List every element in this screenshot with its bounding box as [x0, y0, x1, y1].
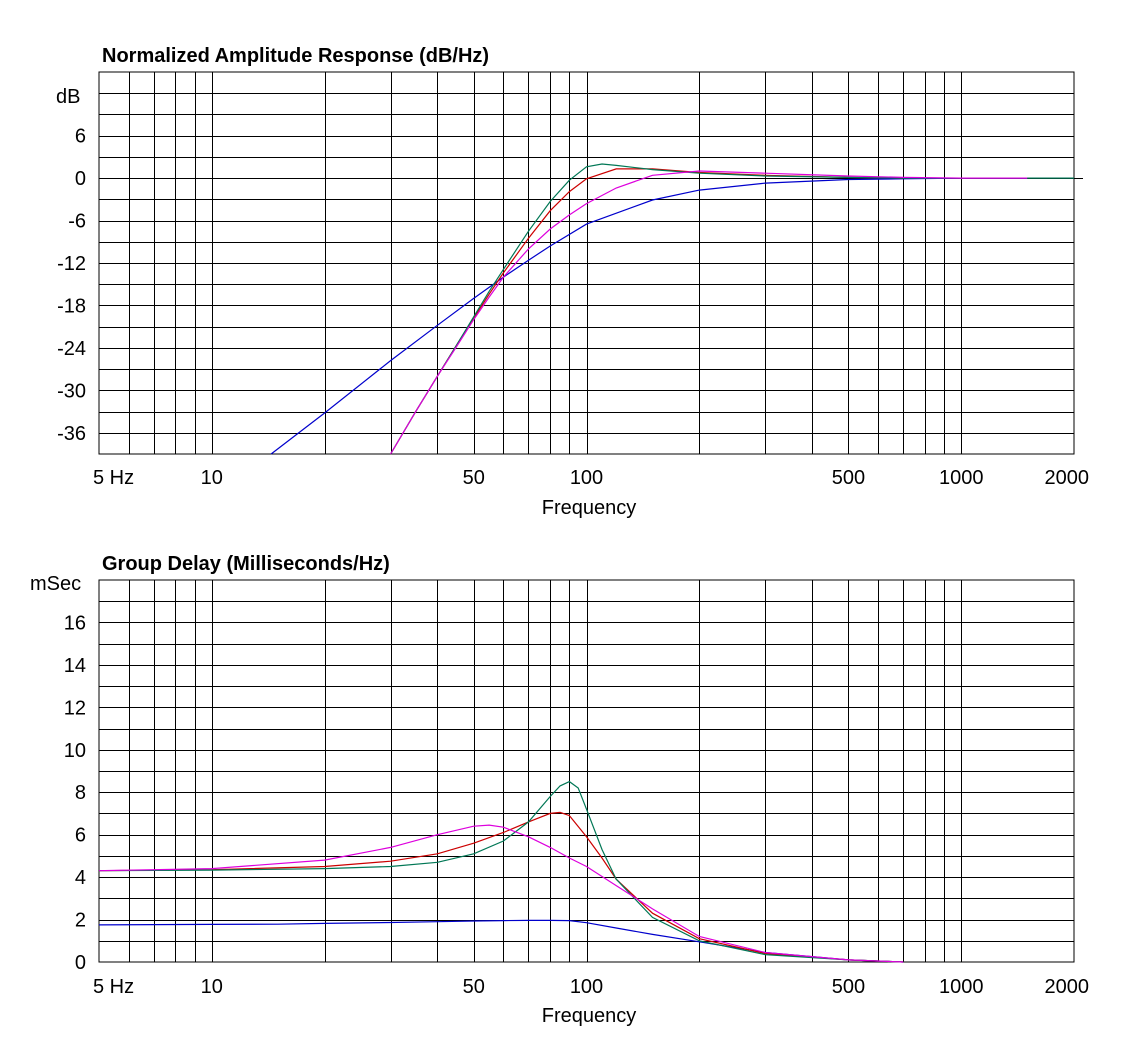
- y-tick-label: 10: [64, 740, 86, 762]
- y-tick-label: -12: [57, 253, 86, 275]
- amplitude-series: [270, 163, 1074, 455]
- series-line-green: [99, 780, 904, 963]
- x-tick-label: 500: [832, 467, 865, 489]
- amplitude-chart-title: Normalized Amplitude Response (dB/Hz): [102, 45, 489, 67]
- x-tick-label: 50: [463, 976, 485, 998]
- amplitude-chart: Normalized Amplitude Response (dB/Hz) dB…: [56, 45, 1089, 519]
- y-tick-label: 14: [64, 655, 86, 677]
- x-tick-label: 10: [201, 467, 223, 489]
- y-tick-label: 4: [75, 867, 86, 889]
- series-line-magenta: [390, 170, 1028, 455]
- x-tick-label: 100: [570, 976, 603, 998]
- x-tick-label: 5 Hz: [93, 976, 134, 998]
- group-delay-y-ticks: 16 14 12 10 8 6 4 2 0: [64, 612, 86, 974]
- y-tick-label: 2: [75, 910, 86, 932]
- x-tick-label: 100: [570, 467, 603, 489]
- series-group: [270, 163, 1074, 455]
- y-tick-label: 16: [64, 612, 86, 634]
- series-group: [99, 780, 904, 963]
- amplitude-y-ticks: 6 0 -6 -12 -18 -24 -30 -36: [57, 126, 86, 445]
- y-tick-label: -18: [57, 295, 86, 317]
- series-line-green: [390, 163, 1074, 455]
- x-tick-label: 2000: [1045, 467, 1090, 489]
- x-tick-label: 10: [201, 976, 223, 998]
- y-tick-label: -24: [57, 338, 86, 360]
- series-line-blue: [270, 177, 1028, 455]
- group-delay-grid: [98, 579, 1075, 963]
- y-tick-label: 6: [75, 825, 86, 847]
- x-tick-label: 1000: [939, 976, 984, 998]
- y-tick-label: 6: [75, 126, 86, 148]
- amplitude-y-unit-label: dB: [56, 86, 80, 108]
- amplitude-x-ticks: 5 Hz 10 50 100 500 1000 2000: [93, 467, 1089, 489]
- y-tick-label: 0: [75, 952, 86, 974]
- group-delay-series: [99, 780, 904, 963]
- series-line-magenta: [99, 824, 904, 963]
- x-tick-label: 1000: [939, 467, 984, 489]
- y-tick-label: -30: [57, 380, 86, 402]
- x-tick-label: 2000: [1045, 976, 1090, 998]
- x-tick-label: 5 Hz: [93, 467, 134, 489]
- group-delay-y-unit-label: mSec: [30, 573, 81, 595]
- series-line-red: [99, 811, 904, 963]
- y-tick-label: -36: [57, 423, 86, 445]
- amplitude-x-axis-label: Frequency: [542, 497, 637, 519]
- y-tick-label: 0: [75, 168, 86, 190]
- x-tick-label: 50: [463, 467, 485, 489]
- group-delay-chart: Group Delay (Milliseconds/Hz) mSec 16141…: [30, 553, 1089, 1027]
- series-line-red: [390, 168, 904, 455]
- group-delay-x-axis-label: Frequency: [542, 1005, 637, 1027]
- group-delay-x-ticks: 5 Hz 10 50 100 500 1000 2000: [93, 976, 1089, 998]
- y-tick-label: -6: [68, 211, 86, 233]
- y-tick-label: 8: [75, 782, 86, 804]
- group-delay-chart-title: Group Delay (Milliseconds/Hz): [102, 553, 390, 575]
- x-tick-label: 500: [832, 976, 865, 998]
- y-tick-label: 12: [64, 697, 86, 719]
- amplitude-grid: [98, 71, 1083, 455]
